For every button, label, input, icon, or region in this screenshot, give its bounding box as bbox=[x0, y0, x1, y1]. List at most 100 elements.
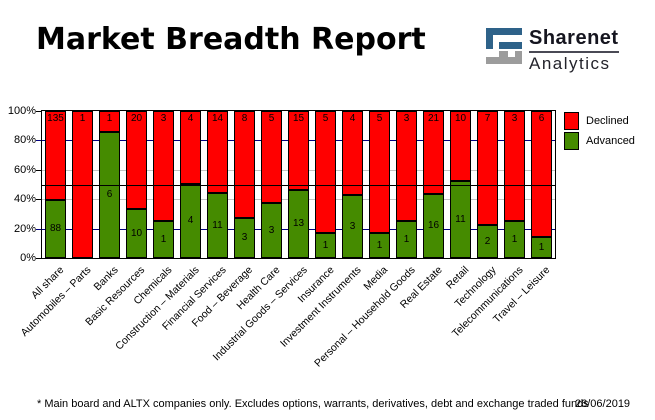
y-axis-tick-60% bbox=[36, 170, 41, 171]
bar-advanced-count: 11 bbox=[455, 214, 466, 225]
y-axis-label-80%: 80% bbox=[13, 134, 36, 146]
y-axis-tick-100% bbox=[36, 111, 41, 112]
bar-declined-count: 3 bbox=[511, 113, 518, 124]
sharenet-logo-icon bbox=[486, 28, 522, 69]
bar-declined-segment bbox=[288, 111, 309, 190]
bar-declined-segment bbox=[477, 111, 498, 225]
bar-advanced-count: 1 bbox=[403, 234, 410, 245]
bar-advanced-count: 88 bbox=[49, 223, 62, 234]
bar-declined-segment bbox=[234, 111, 255, 218]
bar-declined-count: 10 bbox=[454, 113, 467, 124]
bar-declined-count: 135 bbox=[47, 113, 64, 124]
bar-advanced-segment bbox=[315, 233, 336, 258]
bar-declined-count: 21 bbox=[427, 113, 440, 124]
bar-advanced-segment bbox=[423, 194, 444, 258]
bar-advanced-count: 1 bbox=[322, 240, 329, 251]
bar-declined-count: 4 bbox=[349, 113, 356, 124]
bar-advanced-segment bbox=[234, 218, 255, 258]
bar-declined-count: 5 bbox=[322, 113, 329, 124]
report-date: 26/06/2019 bbox=[575, 398, 631, 410]
bar-declined-count: 20 bbox=[130, 113, 143, 124]
bar-advanced-count: 4 bbox=[187, 215, 194, 226]
bar-declined-segment bbox=[369, 111, 390, 233]
bar-advanced-segment bbox=[261, 203, 282, 258]
bar-declined-count: 6 bbox=[538, 113, 545, 124]
bar-declined-count: 7 bbox=[484, 113, 491, 124]
bar-advanced-count: 3 bbox=[349, 221, 356, 232]
y-axis-label-20%: 20% bbox=[13, 223, 36, 235]
logo-divider bbox=[529, 51, 619, 53]
y-axis-label-0%: 0% bbox=[20, 252, 36, 264]
bar-declined-segment bbox=[72, 111, 93, 258]
bar-advanced-segment bbox=[180, 184, 201, 258]
y-axis-tick-20% bbox=[36, 229, 41, 230]
bar-advanced-segment bbox=[342, 195, 363, 258]
bar-declined-segment bbox=[315, 111, 336, 233]
reference-line-50pct bbox=[42, 185, 555, 186]
bar-advanced-segment bbox=[207, 193, 228, 258]
bar-advanced-count: 11 bbox=[212, 220, 223, 231]
bar-advanced-count: 10 bbox=[130, 228, 143, 239]
bar-advanced-segment bbox=[288, 190, 309, 258]
bar-declined-segment bbox=[531, 111, 552, 237]
bar-advanced-segment bbox=[531, 237, 552, 258]
legend-item-declined: Declined bbox=[564, 112, 629, 130]
y-axis-label-100%: 100% bbox=[7, 105, 36, 117]
bar-advanced-segment bbox=[45, 200, 66, 258]
bar-advanced-count: 1 bbox=[511, 234, 518, 245]
logo-blue-shape bbox=[486, 28, 522, 49]
y-axis-tick-40% bbox=[36, 199, 41, 200]
y-axis-label-40%: 40% bbox=[13, 193, 36, 205]
bar-declined-segment bbox=[153, 111, 174, 221]
bar-declined-segment bbox=[45, 111, 66, 200]
legend-label-declined: Declined bbox=[586, 115, 629, 127]
footnote: * Main board and ALTX companies only. Ex… bbox=[37, 398, 589, 410]
bar-declined-segment bbox=[180, 111, 201, 184]
bar-advanced-count: 6 bbox=[106, 189, 113, 200]
logo-brand-sub: Analytics bbox=[529, 54, 611, 73]
logo-brand-name: Sharenet bbox=[529, 27, 619, 49]
y-axis-tick-0% bbox=[36, 258, 41, 259]
bar-declined-count: 8 bbox=[241, 113, 248, 124]
logo-gray-shape bbox=[486, 51, 522, 64]
bar-advanced-count: 1 bbox=[538, 242, 545, 253]
bar-declined-segment bbox=[261, 111, 282, 203]
bar-advanced-count: 1 bbox=[160, 234, 167, 245]
bar-advanced-count: 2 bbox=[484, 236, 491, 247]
y-axis-label-60%: 60% bbox=[13, 164, 36, 176]
bar-declined-count: 1 bbox=[106, 113, 113, 124]
bar-advanced-segment bbox=[396, 221, 417, 258]
bar-declined-segment bbox=[423, 111, 444, 194]
bar-advanced-segment bbox=[99, 132, 120, 258]
bar-advanced-count: 13 bbox=[292, 218, 305, 229]
bar-declined-segment bbox=[207, 111, 228, 193]
bar-declined-count: 4 bbox=[187, 113, 194, 124]
bar-advanced-count: 1 bbox=[376, 240, 383, 251]
bar-advanced-segment bbox=[477, 225, 498, 258]
bar-declined-count: 5 bbox=[376, 113, 383, 124]
bar-declined-segment bbox=[342, 111, 363, 195]
bar-declined-count: 5 bbox=[268, 113, 275, 124]
bar-advanced-segment bbox=[450, 181, 471, 258]
bar-declined-segment bbox=[396, 111, 417, 221]
legend-swatch-advanced bbox=[564, 132, 579, 150]
legend-label-advanced: Advanced bbox=[586, 135, 635, 147]
bar-declined-count: 3 bbox=[160, 113, 167, 124]
logo-text: Sharenet Analytics bbox=[529, 28, 619, 72]
bar-declined-segment bbox=[126, 111, 147, 209]
bar-advanced-count: 16 bbox=[427, 220, 440, 231]
bar-declined-count: 14 bbox=[211, 113, 224, 124]
legend-item-advanced: Advanced bbox=[564, 132, 635, 150]
bar-advanced-segment bbox=[369, 233, 390, 258]
bar-advanced-count: 3 bbox=[268, 225, 275, 236]
bar-advanced-segment bbox=[126, 209, 147, 258]
legend-swatch-declined bbox=[564, 112, 579, 130]
bar-declined-count: 3 bbox=[403, 113, 410, 124]
bar-advanced-count: 3 bbox=[241, 232, 248, 243]
bar-declined-segment bbox=[99, 111, 120, 132]
bar-declined-segment bbox=[504, 111, 525, 221]
y-axis-tick-80% bbox=[36, 140, 41, 141]
bar-advanced-segment bbox=[504, 221, 525, 258]
plot-frame bbox=[41, 110, 556, 259]
bar-advanced-segment bbox=[153, 221, 174, 258]
